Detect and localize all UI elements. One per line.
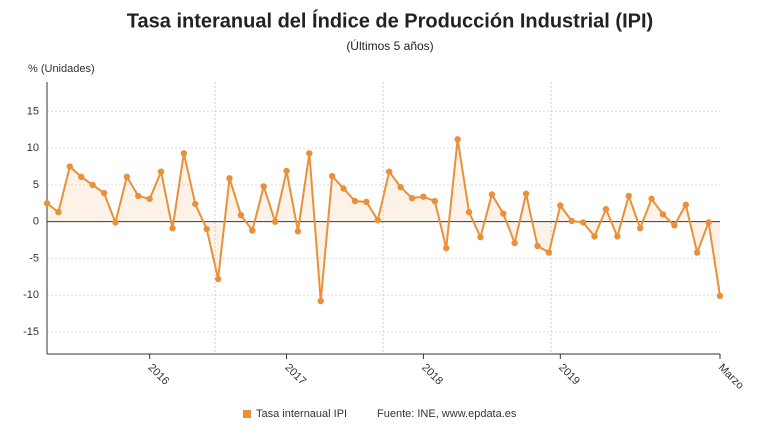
x-tick-label: 2019: [556, 362, 582, 388]
y-tick-label: -10: [23, 289, 39, 301]
point: [123, 173, 131, 181]
y-tick-label: -15: [23, 326, 39, 338]
area: [47, 139, 720, 302]
chart-subtitle: (Últimos 5 años): [346, 38, 433, 53]
point: [488, 191, 496, 198]
y-tick-label: 15: [27, 105, 39, 117]
point: [214, 275, 222, 283]
y-tick-label: 5: [33, 179, 39, 191]
point: [454, 136, 461, 143]
point: [283, 167, 290, 175]
point: [614, 233, 621, 240]
point: [431, 197, 439, 205]
point: [522, 190, 530, 197]
x-tick-label: 2016: [145, 362, 171, 388]
point: [374, 217, 381, 224]
y-tick-label: 0: [33, 216, 39, 228]
point: [625, 192, 632, 200]
point: [226, 175, 233, 182]
point: [146, 195, 153, 203]
point: [386, 168, 393, 175]
point: [545, 249, 553, 256]
point: [260, 183, 267, 190]
point: [500, 210, 507, 217]
point: [659, 211, 667, 218]
point: [477, 233, 484, 241]
chart-title: Tasa interanual del Índice de Producción…: [127, 9, 653, 32]
point: [169, 225, 176, 232]
point: [294, 228, 302, 235]
point: [397, 183, 404, 191]
x-tick-label: Marzo: [716, 362, 746, 392]
legend-label: Tasa internaual IPI: [256, 408, 347, 420]
point: [78, 173, 85, 181]
point: [682, 201, 689, 208]
x-tick-label: 2017: [282, 362, 308, 388]
point: [55, 208, 62, 216]
point: [465, 208, 473, 216]
point: [363, 198, 370, 206]
point: [693, 249, 701, 256]
y-tick-label: -5: [29, 252, 39, 264]
point: [66, 163, 74, 170]
point: [443, 244, 450, 252]
point: [511, 239, 518, 247]
point: [180, 150, 188, 157]
point: [534, 242, 541, 250]
point: [351, 197, 359, 205]
point: [112, 219, 119, 226]
point: [203, 225, 210, 233]
point: [271, 218, 279, 225]
point: [716, 292, 724, 300]
point: [157, 168, 165, 175]
point: [579, 219, 587, 226]
point: [306, 150, 313, 157]
point: [420, 193, 427, 200]
point: [636, 225, 644, 232]
point: [100, 189, 108, 197]
point: [671, 222, 678, 229]
line: [46, 139, 721, 302]
y-axis-label: % (Unidades): [28, 63, 95, 75]
point: [135, 192, 142, 200]
point: [192, 200, 199, 208]
point: [591, 233, 598, 240]
source: Fuente: INE, www.epdata.es: [377, 408, 517, 420]
point: [648, 195, 655, 203]
point: [408, 194, 416, 202]
point: [317, 297, 324, 305]
point: [568, 217, 575, 225]
x-tick-label: 2018: [419, 362, 445, 388]
point: [43, 200, 51, 207]
point: [602, 205, 610, 213]
point: [89, 181, 96, 189]
point: [237, 211, 245, 219]
y-tick-label: 10: [27, 142, 39, 154]
point: [328, 172, 336, 180]
point: [340, 185, 347, 192]
legend-swatch: [243, 410, 251, 418]
point: [557, 202, 564, 209]
point: [705, 219, 712, 226]
point: [249, 227, 256, 234]
